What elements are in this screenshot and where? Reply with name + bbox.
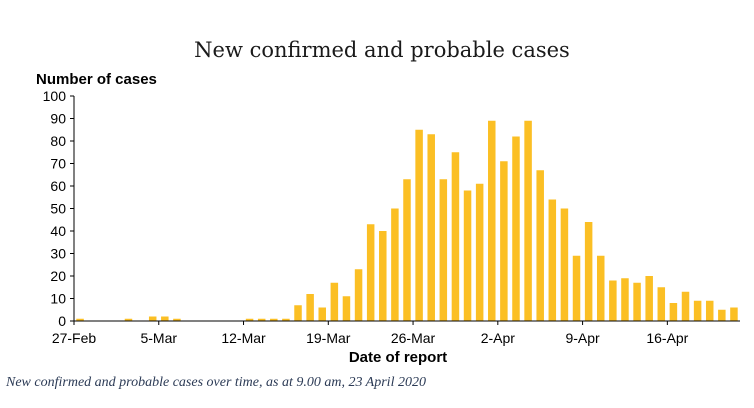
bar (475, 183, 484, 321)
figure-caption: New confirmed and probable cases over ti… (6, 375, 426, 390)
y-tick-label: 90 (50, 111, 66, 127)
y-tick-label: 100 (43, 88, 67, 104)
x-tick-label: 16-Apr (646, 330, 688, 346)
bar (173, 318, 181, 321)
bar (403, 179, 411, 321)
bar (427, 134, 435, 321)
bar (306, 294, 314, 321)
y-tick-label: 10 (50, 291, 66, 307)
x-axis: 27-Feb 5-Mar 12-Mar 19-Mar 26-Mar 2-Apr 9-Apr 1… (52, 321, 689, 346)
bar (294, 305, 302, 321)
x-tick-label: 12-Mar (221, 330, 266, 346)
bar (342, 296, 351, 321)
bar (488, 120, 496, 321)
bar (451, 152, 460, 321)
y-tick-label: 0 (58, 313, 66, 329)
bar (621, 278, 629, 321)
bar (270, 318, 278, 321)
bar (379, 231, 387, 321)
bar (282, 318, 290, 321)
x-axis-title: Date of report (349, 349, 447, 366)
bar-chart: New confirmed and probable cases Number … (36, 38, 740, 366)
bar (705, 300, 714, 321)
x-tick-label: 27-Feb (52, 330, 97, 346)
bar (609, 280, 617, 321)
bar (536, 170, 544, 321)
y-tick-label: 50 (50, 201, 66, 217)
bar (584, 222, 593, 321)
bar (257, 318, 266, 321)
bar (463, 190, 472, 321)
chart-title: New confirmed and probable cases (194, 38, 570, 62)
y-tick-label: 60 (50, 178, 66, 194)
bar (330, 282, 339, 321)
bar (730, 307, 738, 321)
y-tick-label: 30 (50, 246, 66, 262)
x-tick-label: 9-Apr (565, 330, 600, 346)
bar (512, 136, 520, 321)
bars (76, 120, 738, 321)
bar (161, 316, 169, 321)
bar (548, 199, 557, 321)
bar (148, 316, 157, 321)
y-tick-label: 20 (50, 268, 66, 284)
bar (524, 120, 532, 321)
bar (415, 129, 423, 321)
x-tick-label: 5-Mar (140, 330, 177, 346)
x-tick-label: 2-Apr (481, 330, 516, 346)
bar (657, 287, 666, 321)
bar (76, 318, 84, 321)
y-axis: 0 10 20 30 40 50 60 70 80 90 100 (43, 88, 74, 329)
x-tick-label: 26-Mar (391, 330, 436, 346)
x-tick-label: 19-Mar (306, 330, 351, 346)
bar (318, 307, 326, 321)
bar (693, 300, 702, 321)
bar (439, 179, 448, 321)
bar (354, 269, 363, 321)
bar (669, 303, 678, 321)
bar (572, 255, 581, 321)
bar (633, 282, 641, 321)
bar (124, 318, 133, 321)
bar (560, 208, 569, 321)
y-axis-title: Number of cases (36, 71, 157, 88)
bar (391, 208, 399, 321)
y-tick-label: 70 (50, 156, 66, 172)
bar (500, 161, 508, 321)
y-tick-label: 80 (50, 133, 66, 149)
bar (718, 309, 726, 321)
y-tick-label: 40 (50, 223, 66, 239)
bar (681, 291, 690, 321)
bar (596, 255, 605, 321)
bar (366, 224, 375, 321)
bar (245, 318, 254, 321)
bar (645, 276, 653, 321)
